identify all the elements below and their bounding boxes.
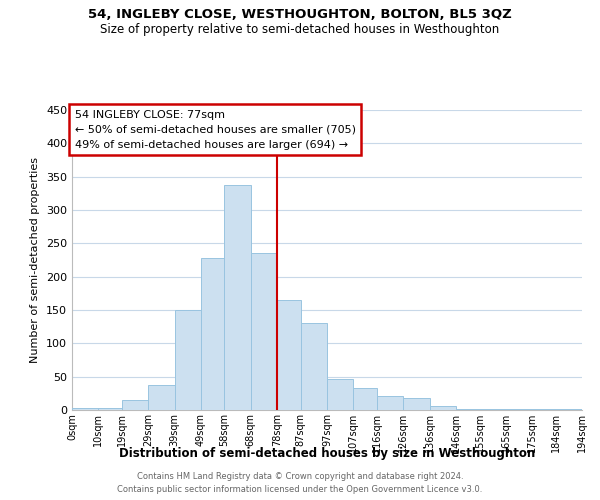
Y-axis label: Number of semi-detached properties: Number of semi-detached properties — [31, 157, 40, 363]
Bar — [277, 300, 301, 410]
Bar — [353, 388, 377, 410]
Bar — [377, 396, 403, 410]
Bar — [148, 386, 175, 410]
Bar — [98, 408, 122, 410]
Bar — [201, 258, 224, 410]
Bar — [430, 406, 456, 410]
Bar — [251, 254, 277, 410]
Bar — [479, 408, 506, 410]
Bar — [122, 400, 148, 410]
Bar — [403, 398, 430, 410]
Bar — [327, 378, 353, 410]
Text: 54, INGLEBY CLOSE, WESTHOUGHTON, BOLTON, BL5 3QZ: 54, INGLEBY CLOSE, WESTHOUGHTON, BOLTON,… — [88, 8, 512, 20]
Text: Contains HM Land Registry data © Crown copyright and database right 2024.
Contai: Contains HM Land Registry data © Crown c… — [118, 472, 482, 494]
Text: 54 INGLEBY CLOSE: 77sqm
← 50% of semi-detached houses are smaller (705)
49% of s: 54 INGLEBY CLOSE: 77sqm ← 50% of semi-de… — [74, 110, 356, 150]
Text: Size of property relative to semi-detached houses in Westhoughton: Size of property relative to semi-detach… — [100, 22, 500, 36]
Bar — [456, 408, 479, 410]
Bar — [175, 310, 201, 410]
Bar — [301, 324, 327, 410]
Text: Distribution of semi-detached houses by size in Westhoughton: Distribution of semi-detached houses by … — [119, 448, 535, 460]
Bar — [72, 408, 98, 410]
Bar — [224, 186, 251, 410]
